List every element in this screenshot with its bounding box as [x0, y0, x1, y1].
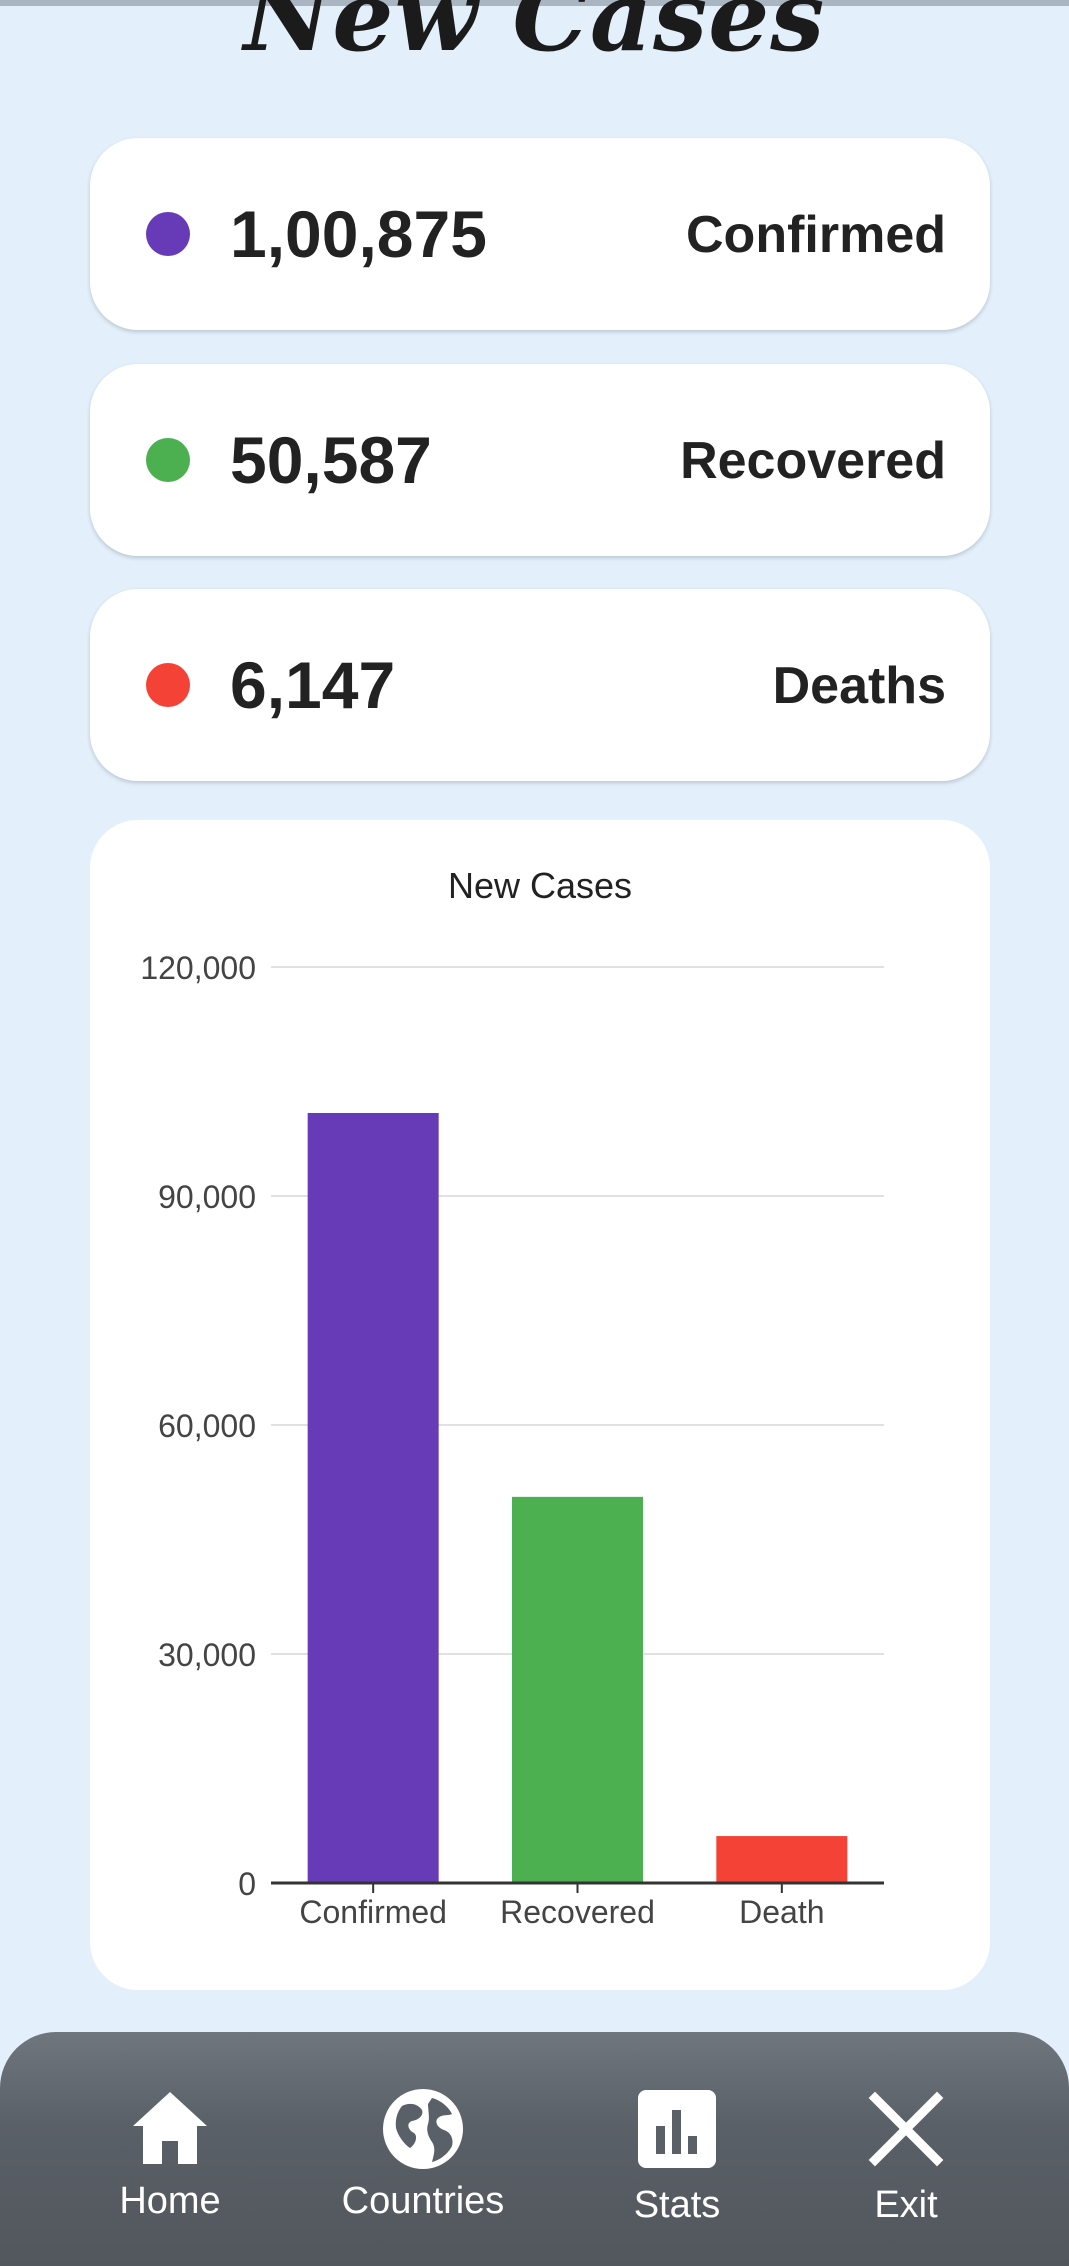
y-tick-label: 0 — [238, 1866, 256, 1902]
nav-countries[interactable]: Countries — [323, 2084, 523, 2244]
nav-home-label: Home — [119, 2180, 221, 2222]
confirmed-dot-icon — [146, 212, 190, 256]
y-tick-label: 120,000 — [140, 950, 256, 986]
nav-countries-label: Countries — [341, 2180, 505, 2222]
home-icon — [133, 2092, 207, 2164]
close-icon — [868, 2091, 944, 2167]
chart-title: New Cases — [447, 865, 633, 906]
bar-chart-icon — [638, 2090, 716, 2168]
chart-bars — [307, 1112, 848, 1883]
deaths-value: 6,147 — [230, 648, 396, 722]
bar-recovered — [512, 1496, 643, 1883]
deaths-label: Deaths — [772, 657, 946, 715]
bottom-navigation: Home Countries Stats Exit — [0, 2032, 1069, 2266]
x-tick-label: Death — [739, 1894, 824, 1930]
page-title: New Cases — [243, 0, 826, 73]
nav-stats-label: Stats — [633, 2184, 721, 2226]
chart-card: New Cases 0 30,000 60,000 90,000 120,000 Conf… — [90, 820, 990, 1990]
nav-exit-label: Exit — [874, 2184, 938, 2226]
recovered-card: 50,587 Recovered — [90, 364, 990, 556]
nav-home[interactable]: Home — [70, 2084, 270, 2244]
deaths-card: 6,147 Deaths — [90, 589, 990, 781]
confirmed-label: Confirmed — [686, 206, 946, 264]
recovered-value: 50,587 — [230, 423, 432, 497]
top-strip — [0, 0, 1069, 6]
confirmed-card: 1,00,875 Confirmed — [90, 138, 990, 330]
x-tick-label: Confirmed — [299, 1894, 447, 1930]
confirmed-value: 1,00,875 — [230, 197, 487, 271]
nav-exit[interactable]: Exit — [806, 2084, 1006, 2244]
bar-death — [716, 1836, 848, 1883]
recovered-label: Recovered — [680, 432, 946, 490]
bar-confirmed — [307, 1112, 439, 1883]
deaths-dot-icon — [146, 663, 190, 707]
y-tick-label: 90,000 — [158, 1179, 256, 1215]
globe-icon — [383, 2089, 463, 2169]
y-tick-label: 60,000 — [158, 1408, 256, 1444]
bar-chart: 0 30,000 60,000 90,000 120,000 Confirmed Recov… — [140, 950, 884, 1930]
chart-labels: 0 30,000 60,000 90,000 120,000 Confirmed Recov… — [140, 950, 824, 1930]
nav-stats[interactable]: Stats — [577, 2084, 777, 2244]
x-tick-label: Recovered — [500, 1894, 655, 1930]
y-tick-label: 30,000 — [158, 1637, 256, 1673]
chart-axes — [271, 1881, 884, 1893]
recovered-dot-icon — [146, 438, 190, 482]
